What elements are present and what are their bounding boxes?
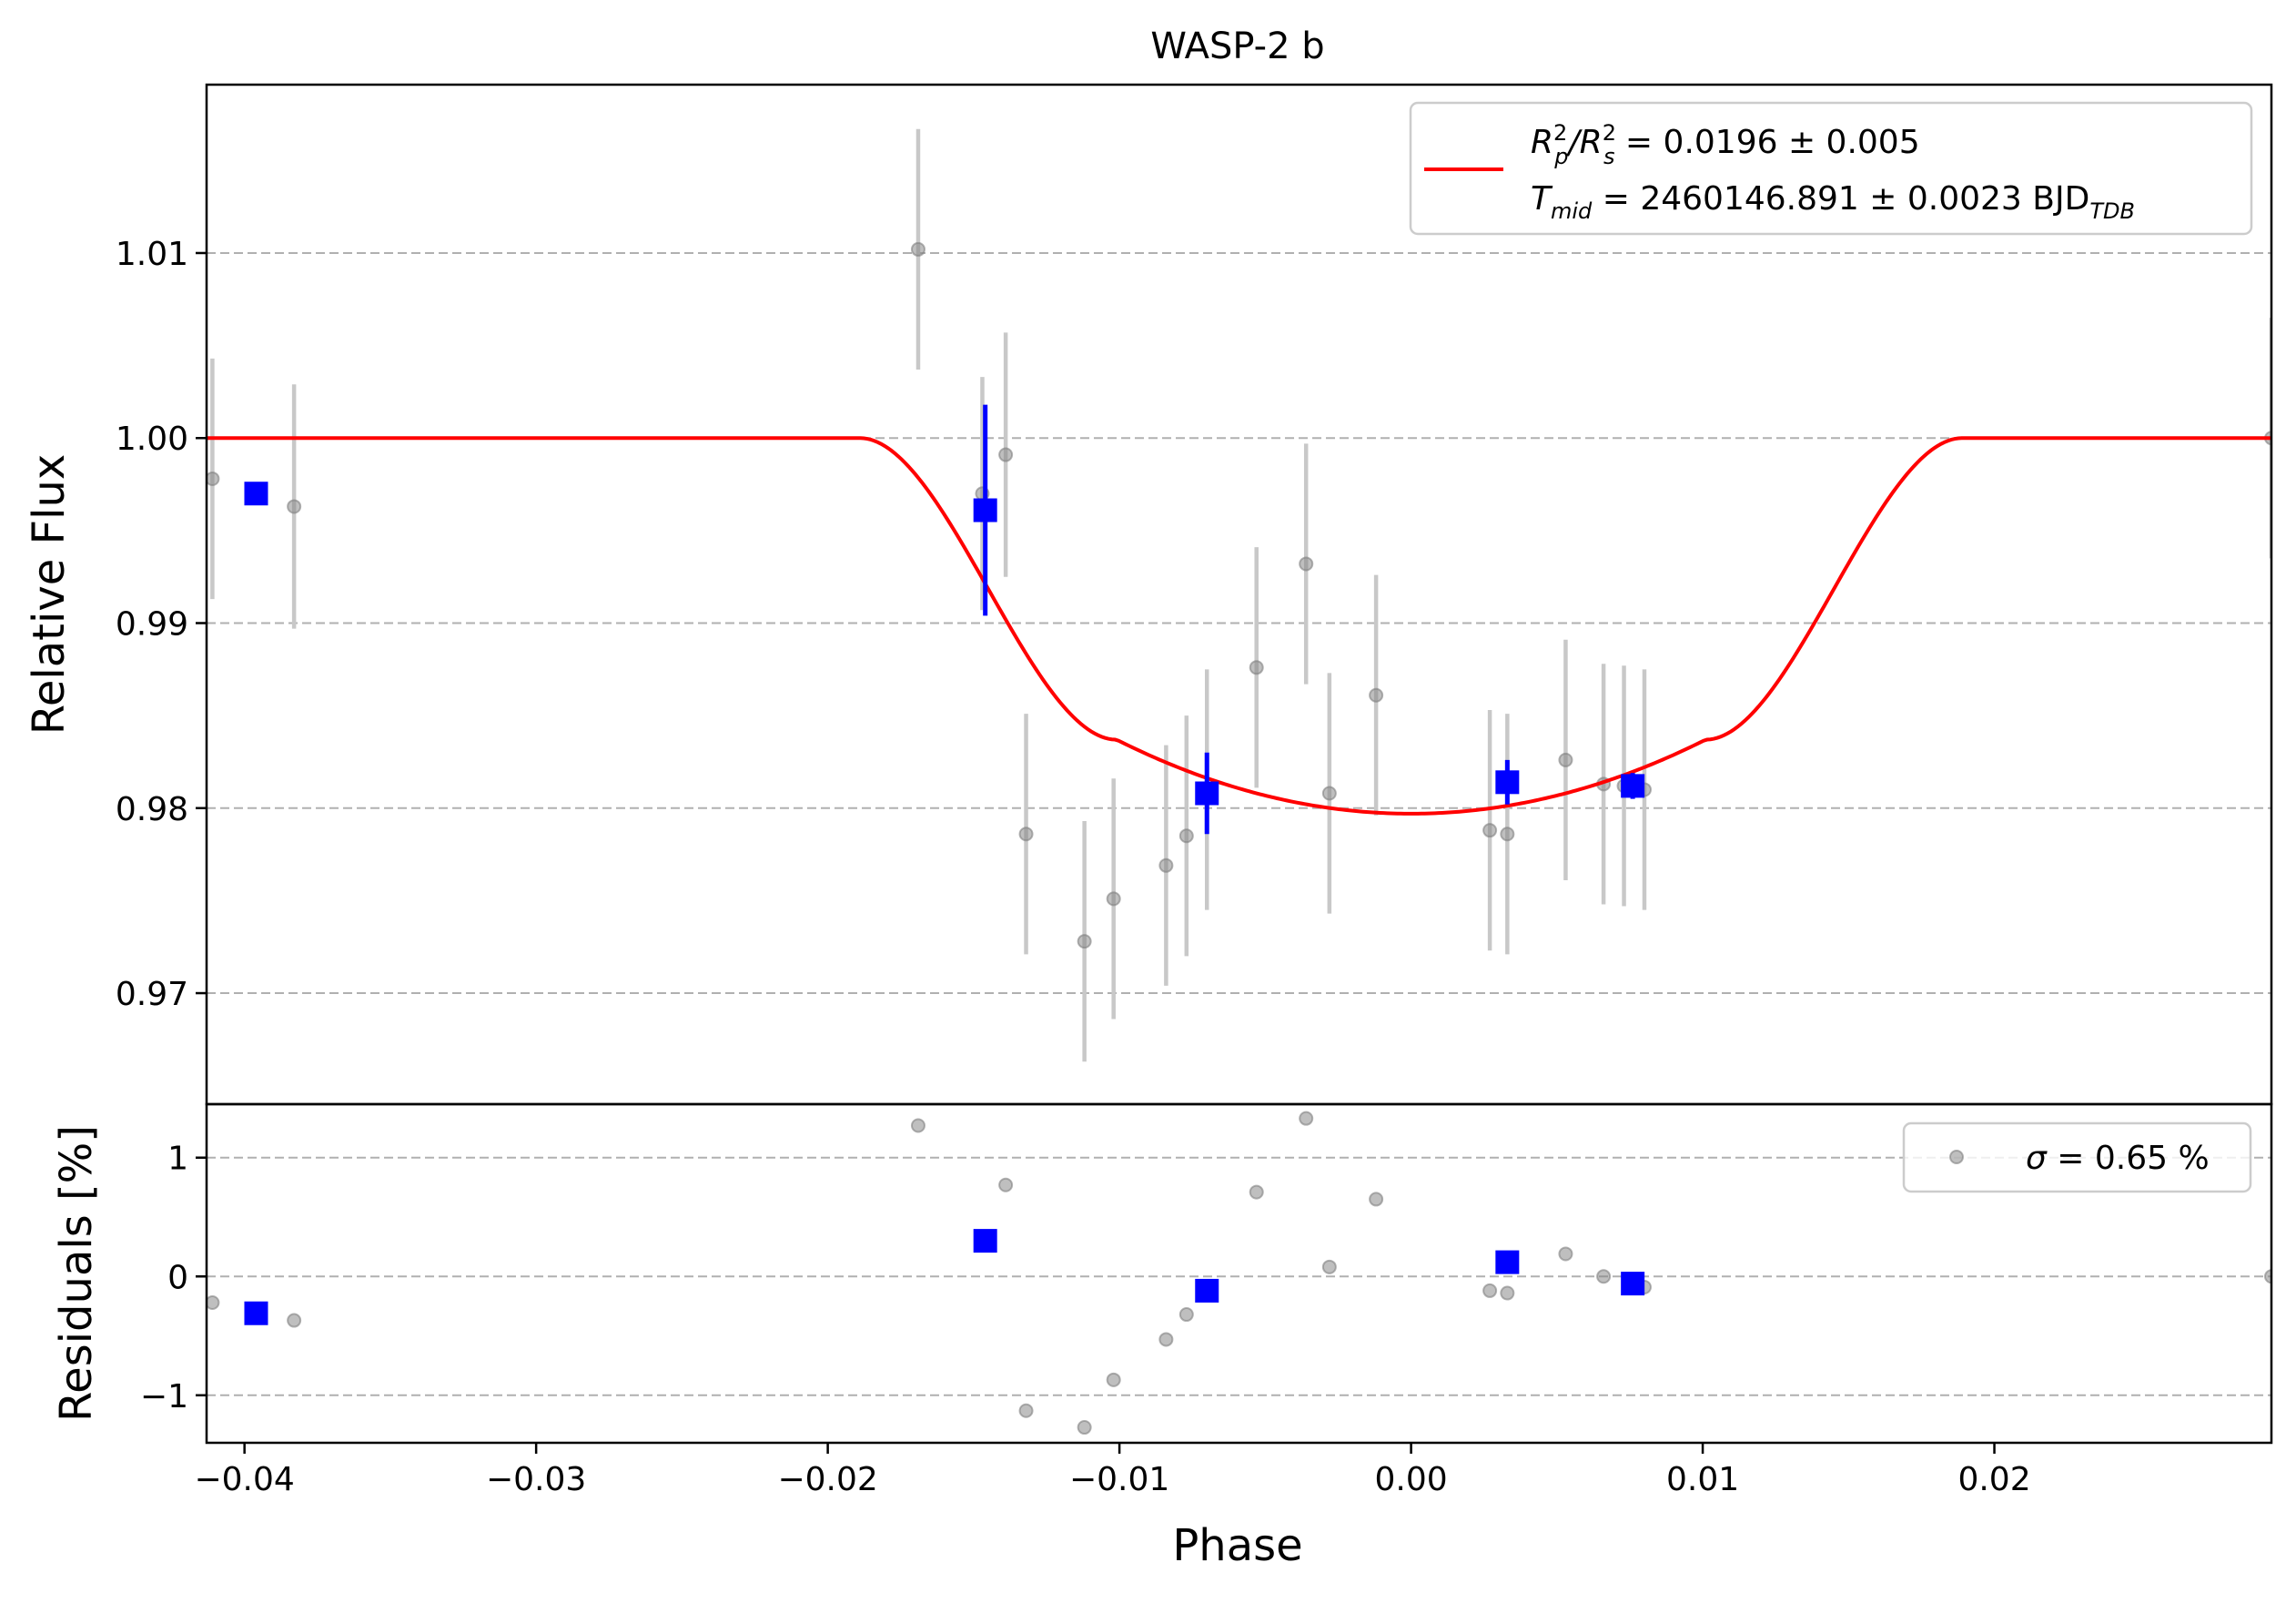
unbinned-point	[1321, 786, 1337, 801]
x-tick-label: −0.01	[1069, 1461, 1169, 1498]
legend-rp-rs-entry: R2 p/R2 s = 0.0196 ± 0.005	[1531, 120, 1920, 169]
legend-sigma-entry: σ = 0.65 %	[2026, 1140, 2210, 1177]
residual-unbinned-point	[1077, 1420, 1092, 1436]
bottom-y-ticks: −1 0 1	[140, 1141, 207, 1415]
residual-unbinned-point	[1249, 1184, 1264, 1200]
bottom-axes-frame	[205, 1102, 2273, 1445]
unbinned-point	[1500, 827, 1515, 842]
bottom-y-axis-label: Residuals [%]	[51, 1125, 102, 1422]
top-y-ticks: 0.97 0.98 0.99 1.00 1.01	[116, 236, 207, 1013]
residual-unbinned-point	[1558, 1246, 1573, 1262]
residual-unbinned-point	[1500, 1285, 1515, 1301]
x-tick-label: 0.00	[1375, 1461, 1448, 1498]
residual-unbinned-point	[1482, 1283, 1498, 1298]
unbinned-point	[1106, 891, 1121, 907]
unbinned-point	[1299, 556, 1314, 572]
residual-binned-point	[1495, 1250, 1520, 1274]
unbinned-point	[1178, 828, 1194, 844]
residual-unbinned-point	[998, 1177, 1014, 1192]
binned-point	[1495, 770, 1520, 795]
bottom-panel: −1 0 1 −0.04 −0.03 −0.02 −0.01 0.00 0.01 0.02 Re…	[51, 1102, 2273, 1571]
top-y-tick-label: 0.97	[116, 976, 188, 1013]
binned-point	[1195, 781, 1219, 806]
bottom-y-tick-label: −1	[140, 1378, 188, 1415]
top-y-tick-label: 0.99	[116, 606, 188, 644]
residual-unbinned-point	[287, 1313, 302, 1328]
bottom-binned-series	[244, 1229, 1645, 1325]
x-tick-label: −0.04	[194, 1461, 294, 1498]
bottom-legend: σ = 0.65 %	[1902, 1121, 2252, 1193]
residual-unbinned-point	[1106, 1372, 1121, 1387]
unbinned-point	[1558, 752, 1573, 767]
unbinned-point	[1482, 823, 1498, 838]
x-tick-label: 0.01	[1666, 1461, 1739, 1498]
residual-binned-point	[973, 1229, 997, 1253]
residual-unbinned-point	[1369, 1192, 1384, 1207]
unbinned-point	[998, 447, 1014, 462]
unbinned-point	[1077, 934, 1092, 949]
residual-unbinned-point	[910, 1118, 925, 1133]
binned-point	[244, 482, 268, 506]
residual-binned-point	[1621, 1272, 1645, 1296]
chart-title: WASP-2 b	[1150, 25, 1324, 67]
unbinned-point	[910, 241, 925, 257]
x-tick-label: −0.02	[777, 1461, 877, 1498]
residual-unbinned-point	[1178, 1307, 1194, 1323]
top-y-tick-label: 1.00	[116, 421, 188, 458]
x-ticks: −0.04 −0.03 −0.02 −0.01 0.00 0.01 0.02	[194, 1443, 2031, 1498]
residual-unbinned-point	[1299, 1111, 1314, 1126]
top-panel: 0.97 0.98 0.99 1.00 1.01 Relative Flux R2 p/R…	[24, 83, 2273, 1106]
x-axis-label: Phase	[1172, 1520, 1302, 1571]
residual-unbinned-point	[1158, 1332, 1174, 1347]
bottom-legend-marker	[1949, 1150, 1964, 1164]
residual-binned-point	[1195, 1278, 1219, 1303]
binned-point	[1621, 774, 1645, 798]
unbinned-point	[1249, 660, 1264, 675]
bottom-legend-box	[1902, 1121, 2252, 1193]
unbinned-point	[287, 499, 302, 514]
bottom-y-tick-label: 1	[167, 1141, 188, 1178]
top-y-axis-label: Relative Flux	[24, 454, 75, 736]
residual-unbinned-point	[2264, 1269, 2271, 1284]
residual-unbinned-point	[1321, 1259, 1337, 1274]
residual-unbinned-point	[207, 1294, 220, 1310]
binned-point	[973, 498, 997, 522]
residual-unbinned-point	[1596, 1269, 1612, 1284]
unbinned-point	[1158, 857, 1174, 873]
legend-tmid-entry: Tmid = 2460146.891 ± 0.0023 BJDTDB	[1531, 180, 2135, 224]
transit-model-curve	[207, 436, 2271, 816]
top-legend-box	[1409, 101, 2253, 236]
unbinned-point	[1369, 687, 1384, 703]
top-legend: R2 p/R2 s = 0.0196 ± 0.005 Tmid = 2460146.…	[1409, 101, 2253, 236]
residual-binned-point	[244, 1301, 268, 1325]
top-y-tick-label: 0.98	[116, 791, 188, 828]
top-binned-series	[244, 482, 1645, 806]
unbinned-point	[1018, 827, 1034, 842]
x-tick-label: −0.03	[486, 1461, 586, 1498]
residual-unbinned-point	[1018, 1403, 1034, 1418]
bottom-y-tick-label: 0	[167, 1259, 188, 1296]
top-y-tick-label: 1.01	[116, 236, 188, 273]
unbinned-point	[207, 471, 220, 486]
x-tick-label: 0.02	[1957, 1461, 2030, 1498]
